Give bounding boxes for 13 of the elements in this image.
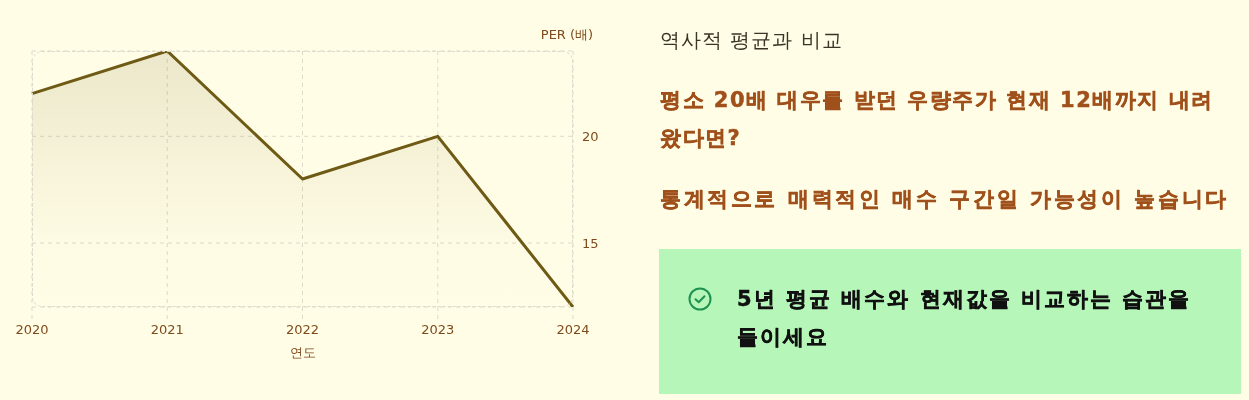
text: 통계적으로 매력적인 매수 구간일 가능성이 높습니다 (660, 186, 1230, 213)
y-tick-label: 20 (582, 128, 599, 144)
x-axis-title: 연도 (289, 345, 316, 360)
x-tick-label: 2021 (150, 322, 184, 338)
x-tick-label: 2022 (285, 322, 320, 338)
x-tick-label: 2024 (556, 322, 590, 338)
text: 5년 평균 배수와 현재값을 비교하는 습관을 들이세요 (737, 286, 1193, 351)
x-tick-label: 2023 (421, 322, 455, 338)
text: 역사적 평균과 비교 (660, 27, 843, 54)
y-axis-title: PER (배) (540, 27, 594, 42)
x-tick-label: 2020 (15, 322, 49, 338)
text: 평소 20배 대우를 받던 우량주가 현재 12배까지 내려왔다면? (660, 87, 1215, 152)
y-tick-label: 15 (582, 235, 599, 251)
